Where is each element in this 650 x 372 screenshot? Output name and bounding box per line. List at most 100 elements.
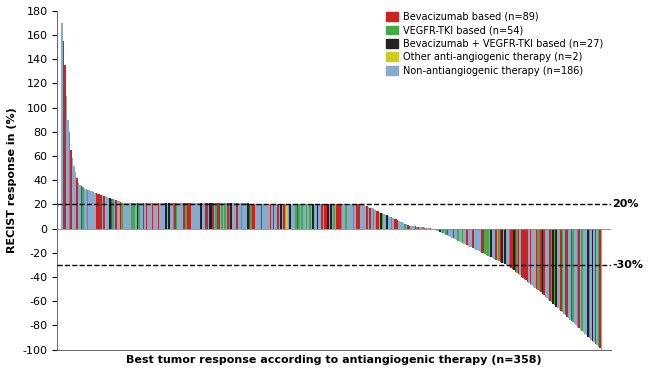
Bar (372, 209, 374, 228)
Bar (569, 228, 571, 320)
Bar (215, 203, 216, 228)
Bar (196, 203, 197, 228)
Bar (359, 204, 360, 228)
Bar (558, 228, 560, 310)
Bar (262, 203, 264, 228)
Bar (460, 228, 462, 242)
Bar (229, 203, 230, 228)
Bar (117, 201, 118, 228)
Bar (288, 204, 289, 228)
Bar (67, 120, 68, 228)
Bar (238, 203, 239, 228)
Bar (176, 203, 177, 228)
Bar (502, 228, 504, 263)
Bar (419, 227, 421, 228)
Bar (406, 224, 408, 228)
Bar (457, 228, 459, 241)
Bar (447, 228, 448, 235)
Bar (120, 202, 122, 228)
Bar (392, 218, 394, 228)
Bar (356, 204, 358, 228)
Bar (491, 228, 492, 257)
Bar (463, 228, 465, 244)
Bar (313, 204, 315, 228)
Bar (286, 204, 288, 228)
Bar (413, 226, 415, 228)
Y-axis label: RECIST response in (%): RECIST response in (%) (7, 108, 17, 253)
Bar (516, 228, 517, 273)
Bar (547, 228, 548, 298)
Bar (321, 204, 322, 228)
Bar (253, 203, 255, 228)
Bar (129, 203, 131, 228)
Bar (528, 228, 530, 283)
Bar (235, 203, 237, 228)
Bar (230, 203, 232, 228)
Bar (309, 204, 311, 228)
Bar (264, 203, 265, 228)
Bar (385, 215, 386, 228)
Bar (580, 228, 581, 330)
Bar (341, 204, 343, 228)
Bar (551, 228, 552, 302)
Bar (150, 203, 151, 228)
Bar (445, 228, 447, 235)
Bar (362, 204, 363, 228)
Bar (387, 216, 389, 228)
Bar (593, 228, 595, 342)
Bar (404, 224, 406, 228)
Bar (601, 228, 603, 350)
Bar (292, 204, 294, 228)
Bar (539, 228, 540, 291)
Bar (156, 203, 158, 228)
Bar (493, 228, 495, 259)
Bar (298, 204, 300, 228)
Bar (122, 203, 123, 228)
Bar (571, 228, 572, 321)
Bar (84, 189, 85, 228)
Bar (64, 65, 66, 228)
Bar (507, 228, 508, 266)
Bar (577, 228, 578, 327)
Bar (191, 203, 192, 228)
Bar (79, 185, 81, 228)
Bar (274, 204, 276, 228)
Bar (474, 228, 475, 249)
Bar (239, 203, 241, 228)
Bar (268, 203, 270, 228)
Bar (382, 213, 383, 228)
Bar (66, 96, 67, 228)
Bar (146, 203, 147, 228)
Bar (136, 203, 138, 228)
Bar (155, 203, 156, 228)
Bar (270, 203, 271, 228)
Bar (473, 228, 474, 248)
Bar (484, 228, 486, 254)
Bar (442, 228, 443, 233)
Bar (138, 203, 140, 228)
Bar (378, 212, 380, 228)
Bar (294, 204, 295, 228)
Bar (326, 204, 327, 228)
Bar (224, 203, 226, 228)
Text: 20%: 20% (612, 199, 639, 209)
Bar (477, 228, 478, 250)
Bar (565, 228, 566, 315)
Bar (483, 228, 484, 253)
Bar (165, 203, 167, 228)
Bar (197, 203, 199, 228)
Bar (187, 203, 188, 228)
Bar (261, 203, 262, 228)
Bar (592, 228, 593, 341)
Bar (482, 228, 483, 253)
Bar (93, 192, 94, 228)
Bar (542, 228, 543, 294)
Bar (466, 228, 468, 245)
Bar (318, 204, 320, 228)
Bar (170, 203, 172, 228)
Bar (85, 189, 86, 228)
Bar (360, 204, 362, 228)
Bar (320, 204, 321, 228)
Bar (173, 203, 174, 228)
Bar (459, 228, 460, 241)
